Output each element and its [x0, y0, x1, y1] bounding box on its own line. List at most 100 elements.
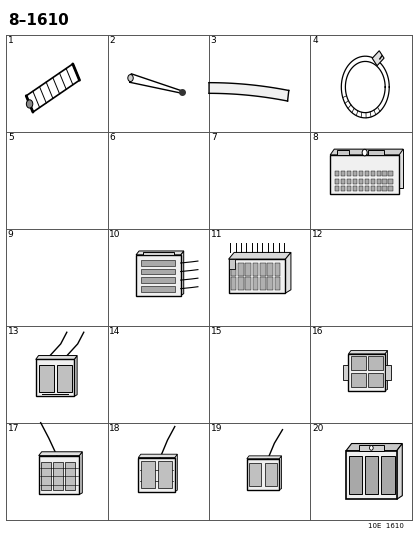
Polygon shape [333, 149, 402, 188]
Bar [352, 179, 356, 184]
Circle shape [128, 75, 133, 82]
Polygon shape [228, 259, 235, 269]
Bar [387, 171, 392, 176]
Polygon shape [384, 351, 387, 391]
Text: 8: 8 [311, 133, 317, 142]
Bar [370, 179, 374, 184]
Polygon shape [180, 251, 183, 296]
Text: 1: 1 [8, 36, 14, 45]
Text: 2: 2 [109, 36, 115, 45]
Bar [264, 463, 276, 486]
Bar [252, 277, 258, 290]
Bar [358, 171, 362, 176]
Bar [334, 171, 338, 176]
Bar [141, 260, 174, 266]
Text: 18: 18 [109, 424, 121, 433]
Polygon shape [396, 443, 401, 499]
Bar [342, 365, 348, 379]
Polygon shape [136, 255, 180, 296]
Text: 12: 12 [311, 230, 323, 239]
Text: 19: 19 [210, 424, 222, 433]
Bar [141, 269, 174, 274]
Polygon shape [336, 150, 349, 155]
Polygon shape [138, 458, 174, 491]
Polygon shape [136, 251, 183, 255]
Polygon shape [36, 359, 74, 396]
Polygon shape [330, 155, 398, 193]
Bar [384, 365, 389, 379]
Text: 16: 16 [311, 327, 323, 336]
Polygon shape [348, 354, 384, 391]
Bar [367, 356, 382, 370]
Bar [352, 171, 356, 176]
Bar [380, 456, 394, 495]
Bar [364, 171, 368, 176]
Bar [358, 186, 362, 191]
Polygon shape [26, 64, 79, 112]
Bar [267, 263, 272, 276]
Bar [375, 171, 380, 176]
Bar [237, 277, 243, 290]
Text: 13: 13 [8, 327, 19, 336]
Bar [382, 179, 386, 184]
Circle shape [361, 149, 366, 156]
Bar [142, 252, 173, 255]
Bar [370, 186, 374, 191]
Bar [382, 186, 386, 191]
Bar [141, 286, 174, 292]
Bar [65, 462, 75, 490]
Bar [387, 186, 392, 191]
Bar [141, 277, 174, 283]
Bar [352, 186, 356, 191]
Polygon shape [285, 253, 290, 293]
Bar [340, 186, 344, 191]
Circle shape [26, 100, 33, 108]
Bar [245, 277, 251, 290]
Text: 10: 10 [109, 230, 121, 239]
Bar [364, 456, 377, 495]
Bar [364, 179, 368, 184]
Polygon shape [79, 452, 82, 495]
Polygon shape [279, 456, 281, 490]
Bar [252, 263, 258, 276]
Bar [340, 171, 344, 176]
Bar [237, 263, 243, 276]
Polygon shape [74, 356, 77, 396]
Text: 4: 4 [311, 36, 317, 45]
Polygon shape [130, 74, 182, 93]
Bar [346, 179, 350, 184]
Text: 11: 11 [210, 230, 222, 239]
Bar [158, 461, 171, 488]
Bar [274, 263, 280, 276]
Circle shape [369, 446, 372, 450]
Text: 20: 20 [311, 424, 323, 433]
Bar [348, 456, 361, 495]
Text: 14: 14 [109, 327, 120, 336]
Bar [371, 51, 383, 66]
Bar [346, 171, 350, 176]
Polygon shape [228, 259, 285, 293]
Text: 3: 3 [210, 36, 216, 45]
Bar [259, 277, 265, 290]
Polygon shape [174, 454, 177, 491]
Polygon shape [345, 443, 401, 451]
Bar [267, 277, 272, 290]
Bar [364, 186, 368, 191]
Bar [57, 365, 72, 392]
Polygon shape [345, 451, 396, 499]
Bar [249, 463, 261, 486]
Polygon shape [330, 149, 402, 155]
Text: 6: 6 [109, 133, 115, 142]
Bar [39, 365, 54, 392]
Bar [230, 277, 236, 290]
Text: 15: 15 [210, 327, 222, 336]
Bar [334, 179, 338, 184]
Bar [53, 462, 63, 490]
Bar [382, 171, 386, 176]
Text: 7: 7 [210, 133, 216, 142]
Bar [274, 277, 280, 290]
Polygon shape [367, 150, 383, 155]
Polygon shape [348, 351, 387, 354]
Bar [140, 461, 154, 488]
Text: 17: 17 [8, 424, 19, 433]
